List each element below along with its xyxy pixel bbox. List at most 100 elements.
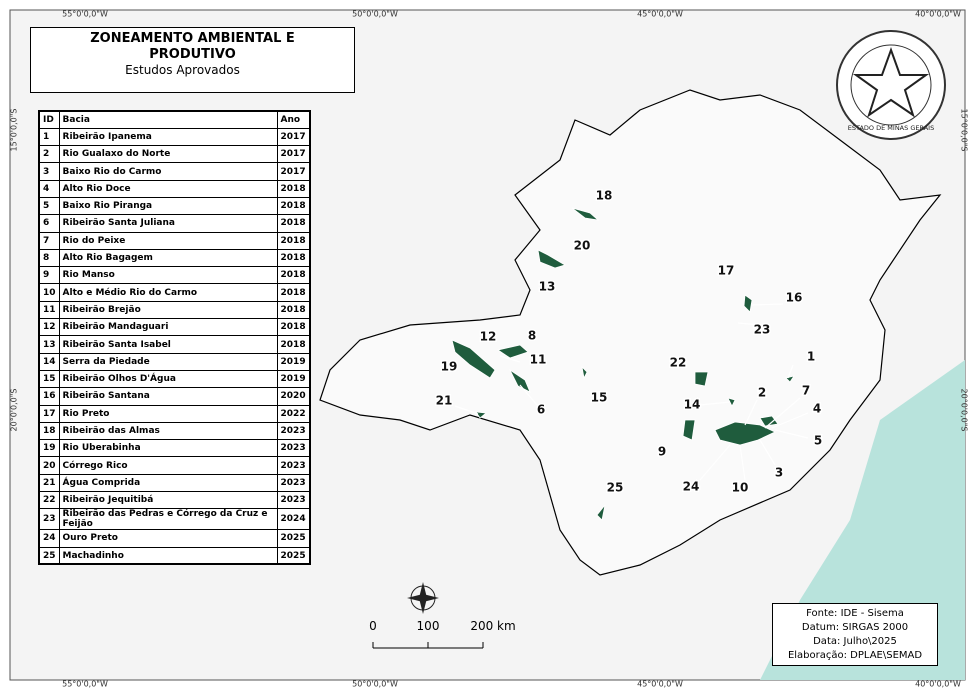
table-cell: 21 (38, 473, 60, 493)
table-cell: 20 (38, 456, 60, 475)
table-cell: 2020 (276, 387, 311, 406)
table-row: 2 Rio Gualaxo do Norte 2017 (38, 145, 311, 164)
studies-table: ID Bacia Ano 1 Ribeirão Ipanema 2017 2 Rio Gual… (38, 110, 311, 566)
seal: ESTADO DE MINAS GERAIS (836, 30, 946, 140)
scale-label: 100 (417, 619, 440, 633)
map-label: 14 (684, 398, 701, 412)
table-cell: Ribeirão Santana (58, 387, 278, 406)
table-row: 16 Ribeirão Santana 2020 (38, 387, 311, 406)
table-row: 3 Baixo Rio do Carmo 2017 (38, 162, 311, 181)
title: ZONEAMENTO AMBIENTAL E PRODUTIVO (90, 31, 295, 62)
table-cell: Ouro Preto (58, 529, 278, 548)
table-cell: 4 (38, 179, 60, 198)
table-cell: 2017 (276, 162, 311, 181)
coord-label: 45°0'0,0"W (637, 680, 683, 689)
table-cell: Rio do Peixe (58, 231, 278, 250)
table-cell: 2017 (276, 127, 311, 147)
coord-label: 55°0'0,0"W (62, 10, 108, 19)
subtitle: Estudos Aprovados (125, 63, 240, 77)
coord-label: 40°0'0,0"W (915, 680, 961, 689)
table-cell: 2023 (276, 421, 311, 441)
table-cell: 2018 (276, 248, 311, 268)
scale-bar (372, 642, 484, 649)
map-label: 6 (537, 403, 545, 417)
table-cell: 2018 (276, 318, 311, 337)
table-cell: 16 (38, 387, 60, 406)
ocean (760, 360, 965, 680)
source-line: Fonte: IDE - Sisema (806, 608, 904, 619)
coord-label: 55°0'0,0"W (62, 680, 108, 689)
table-row: 6 Ribeirão Santa Juliana 2018 (38, 214, 311, 233)
table-cell: Ribeirão Brejão (58, 300, 278, 320)
table-row: 8 Alto Rio Bagagem 2018 (38, 248, 311, 268)
table-cell: 2 (38, 145, 60, 164)
table-cell: Rio Preto (58, 404, 278, 423)
table-row: 15 Ribeirão Olhos D'Água 2019 (38, 369, 311, 389)
table-cell: 2018 (276, 266, 311, 285)
scale-label: 0 (369, 619, 377, 633)
table-cell: 15 (38, 369, 60, 389)
table-row: 19 Rio Uberabinha 2023 (38, 439, 311, 458)
table-row: 13 Ribeirão Santa Isabel 2018 (38, 335, 311, 354)
table-row: 4 Alto Rio Doce 2018 (38, 179, 311, 198)
study-areas (451, 207, 795, 521)
state-outline (319, 89, 942, 576)
map-label: 17 (718, 264, 735, 278)
table-cell: 2018 (276, 300, 311, 320)
seal-text: ESTADO DE MINAS GERAIS (848, 124, 934, 132)
table-cell: Alto Rio Doce (58, 179, 278, 198)
table-row: 11 Ribeirão Brejão 2018 (38, 300, 311, 320)
table-cell: Rio Manso (58, 266, 278, 285)
table-row: 25 Machadinho 2025 (38, 546, 311, 565)
table-cell: 2018 (276, 283, 311, 302)
map-label: 5 (814, 434, 822, 448)
table-row: 18 Ribeirão das Almas 2023 (38, 421, 311, 441)
table-cell: 2023 (276, 491, 311, 510)
table-cell: Alto Rio Bagagem (58, 248, 278, 268)
map-label: 22 (670, 356, 687, 370)
table-cell: 19 (38, 439, 60, 458)
table-cell: 2018 (276, 231, 311, 250)
table-cell: 18 (38, 421, 60, 441)
table-cell: Córrego Rico (58, 456, 278, 475)
table-row: 22 Ribeirão Jequitibá 2023 (38, 491, 311, 510)
map-label: 8 (528, 329, 536, 343)
table-cell: 3 (38, 162, 60, 181)
table-cell: 6 (38, 214, 60, 233)
table-cell: 12 (38, 318, 60, 337)
map-label: 23 (754, 323, 771, 337)
table-row: 21 Água Comprida 2023 (38, 473, 311, 493)
map-label: 19 (441, 360, 458, 374)
table-row: 17 Rio Preto 2022 (38, 404, 311, 423)
table-cell: 2023 (276, 439, 311, 458)
table-cell: Ribeirão Santa Juliana (58, 214, 278, 233)
table-cell: Ribeirão Santa Isabel (58, 335, 278, 354)
table-cell: 2025 (276, 529, 311, 548)
table-row: 14 Serra da Piedade 2019 (38, 352, 311, 371)
map-label: 12 (480, 330, 497, 344)
map-label: 2 (758, 386, 766, 400)
coord-label: 45°0'0,0"W (637, 10, 683, 19)
leader-lines (454, 303, 809, 481)
table-row: 23 Ribeirão das Pedras e Córrego da Cruz … (38, 508, 311, 531)
table-cell: 24 (38, 529, 60, 548)
table-cell: 2018 (276, 179, 311, 198)
table-cell: Alto e Médio Rio do Carmo (58, 283, 278, 302)
source-box: Fonte: IDE - Sisema Datum: SIRGAS 2000 Dat… (772, 603, 938, 666)
table-cell: Ribeirão das Almas (58, 421, 278, 441)
table-header: Ano (276, 110, 311, 129)
source-line: Data: Julho\2025 (813, 636, 897, 647)
map-label: 11 (530, 353, 547, 367)
table-cell: 2018 (276, 335, 311, 354)
table-cell: Rio Uberabinha (58, 439, 278, 458)
table-cell: 2019 (276, 369, 311, 389)
map-label: 15 (591, 391, 608, 405)
table-cell: Ribeirão Ipanema (58, 127, 278, 147)
table-cell: 2022 (276, 404, 311, 423)
coord-label: 50°0'0,0"W (352, 10, 398, 19)
table-cell: 2018 (276, 196, 311, 216)
map-label: 18 (596, 189, 613, 203)
map-label: 7 (802, 384, 810, 398)
